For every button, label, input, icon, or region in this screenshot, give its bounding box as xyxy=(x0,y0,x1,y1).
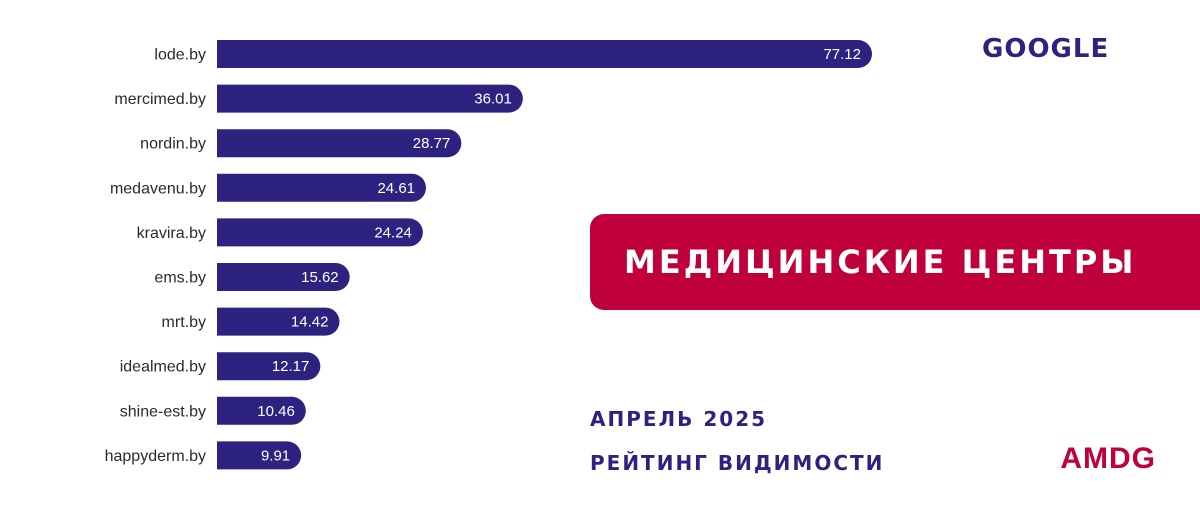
bar-nordin-by xyxy=(217,129,462,158)
value-label: 10.46 xyxy=(257,403,295,420)
value-label: 77.12 xyxy=(823,46,861,63)
period-label: АПРЕЛЬ 2025 xyxy=(590,407,768,431)
category-label: nordin.by xyxy=(140,136,206,153)
bar-idealmed-by xyxy=(217,352,321,381)
category-label: lode.by xyxy=(154,47,206,64)
bar-happyderm-by xyxy=(217,441,302,470)
value-label: 14.42 xyxy=(291,314,329,331)
category-title: МЕДИЦИНСКИЕ ЦЕНТРЫ xyxy=(624,243,1137,281)
value-label: 15.62 xyxy=(301,269,339,286)
value-label: 24.24 xyxy=(374,224,412,241)
category-label: shine-est.by xyxy=(120,403,206,420)
bar-lode-by xyxy=(217,40,872,68)
category-label: ems.by xyxy=(154,270,206,287)
value-label: 24.61 xyxy=(377,180,415,197)
category-label: kravira.by xyxy=(137,225,206,242)
bar-mercimed-by xyxy=(217,84,523,113)
bar-ems-by xyxy=(217,263,350,291)
rating-subtitle: РЕЙТИНГ ВИДИМОСТИ xyxy=(590,451,885,475)
bar-kravira-by xyxy=(217,218,423,247)
value-label: 28.77 xyxy=(413,135,451,152)
bar-mrt-by xyxy=(217,307,340,336)
category-label: mrt.by xyxy=(162,314,206,331)
category-label: happyderm.by xyxy=(105,448,206,465)
value-label: 36.01 xyxy=(474,91,512,108)
category-label: medavenu.by xyxy=(110,180,206,197)
category-label: mercimed.by xyxy=(114,91,206,108)
bar-medavenu-by xyxy=(217,173,427,202)
category-label: idealmed.by xyxy=(120,359,206,376)
bar-shine-est-by xyxy=(217,396,306,425)
value-label: 9.91 xyxy=(261,447,290,464)
value-label: 12.17 xyxy=(272,358,310,375)
search-engine-label: GOOGLE xyxy=(982,34,1110,64)
category-banner: МЕДИЦИНСКИЕ ЦЕНТРЫ xyxy=(590,214,1200,310)
brand-logo: AMDG xyxy=(1060,442,1156,475)
